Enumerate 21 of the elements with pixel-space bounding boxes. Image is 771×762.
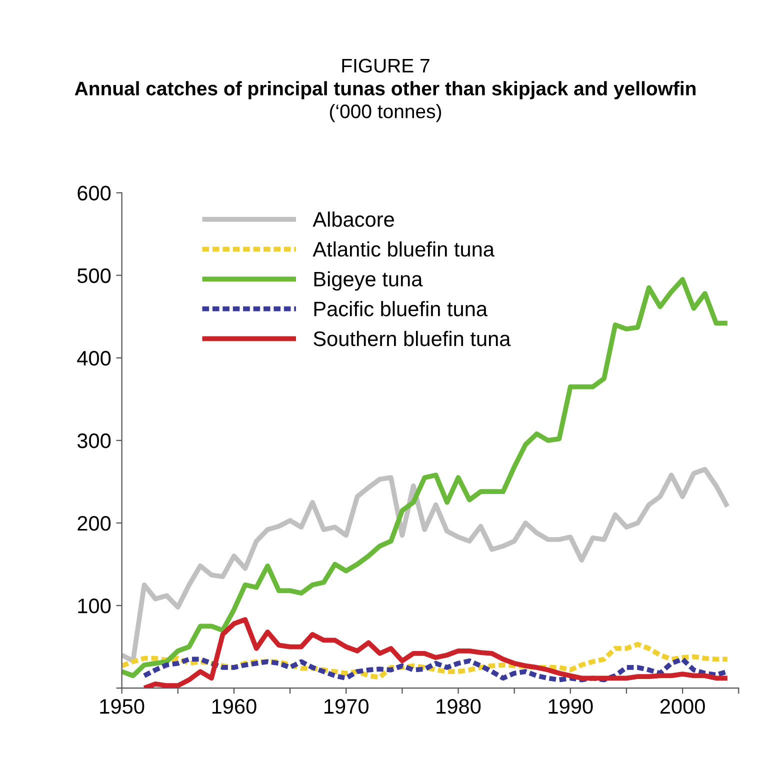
y-tick-label: 600 [78,186,111,201]
legend-label: Pacific bluefin tuna [314,301,488,316]
caption: FIGURE 7 [342,58,430,73]
y-tick-label: 100 [78,598,111,614]
legend-label: Southern bluefin tuna [314,330,511,346]
chart-subtitle: (‘000 tonnes) [330,104,442,122]
y-tick-label: 500 [77,268,111,284]
x-tick-label: 1960 [212,699,256,714]
x-tick-label: 1970 [324,699,368,714]
x-tick-label: 1950 [100,699,144,714]
line-series [122,466,730,664]
x-tick-label: 1990 [548,699,593,714]
chart-title: Annual catches of principal tunas other than skipjack and yellowfin [74,81,696,100]
legend-label: Atlantic bluefin tuna [312,241,494,257]
y-tick-label: 400 [77,350,111,366]
legend-label: Albacore [312,212,394,227]
y-tick-label: 200 [78,516,111,531]
y-tick-label: 300 [77,433,111,448]
legend-label: Bigeye tuna [314,271,423,291]
x-tick-label: 2000 [660,699,705,714]
x-tick-label: 1980 [436,699,481,714]
